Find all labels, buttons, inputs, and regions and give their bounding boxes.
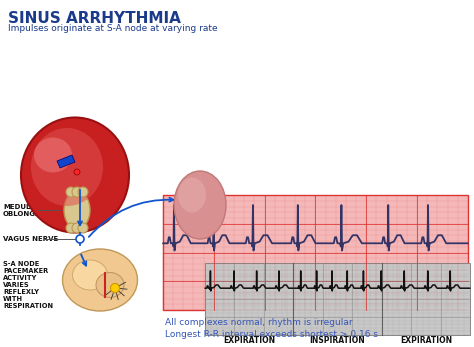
Text: S-A NODE
PACEMAKER
ACTIVITY
VARIES
REFLEXLY
WITH
RESPIRATION: S-A NODE PACEMAKER ACTIVITY VARIES REFLE… [3, 261, 53, 309]
Text: MEDULLA
OBLONGATA: MEDULLA OBLONGATA [3, 203, 51, 217]
Polygon shape [57, 155, 75, 168]
Ellipse shape [78, 223, 88, 233]
Ellipse shape [178, 178, 206, 212]
Text: EXPIRATION: EXPIRATION [223, 336, 275, 345]
Ellipse shape [63, 249, 137, 311]
Circle shape [110, 283, 119, 293]
Circle shape [76, 235, 84, 243]
Ellipse shape [66, 223, 76, 233]
Ellipse shape [21, 118, 129, 232]
Circle shape [74, 169, 80, 175]
Text: SINUS ARRHYTHMIA: SINUS ARRHYTHMIA [8, 11, 181, 26]
Ellipse shape [34, 137, 72, 172]
Ellipse shape [66, 187, 76, 197]
Ellipse shape [73, 260, 108, 290]
Text: VAGUS NERVE: VAGUS NERVE [3, 236, 58, 242]
Text: INSPIRATION: INSPIRATION [310, 336, 365, 345]
Ellipse shape [78, 187, 88, 197]
Bar [163, 195, 468, 310]
Text: Impulses originate at S-A node at varying rate: Impulses originate at S-A node at varyin… [8, 24, 218, 33]
Text: All complexes normal, rhythm is irregular: All complexes normal, rhythm is irregula… [165, 318, 353, 327]
Ellipse shape [174, 171, 226, 239]
Text: EXPIRATION: EXPIRATION [400, 336, 452, 345]
Ellipse shape [64, 191, 90, 229]
Text: Longest R-R interval exceeds shortest > 0.16 s: Longest R-R interval exceeds shortest > … [165, 330, 378, 339]
Ellipse shape [72, 223, 82, 233]
Bar [205, 263, 470, 335]
Ellipse shape [96, 272, 124, 297]
Ellipse shape [72, 187, 82, 197]
Ellipse shape [31, 128, 103, 206]
